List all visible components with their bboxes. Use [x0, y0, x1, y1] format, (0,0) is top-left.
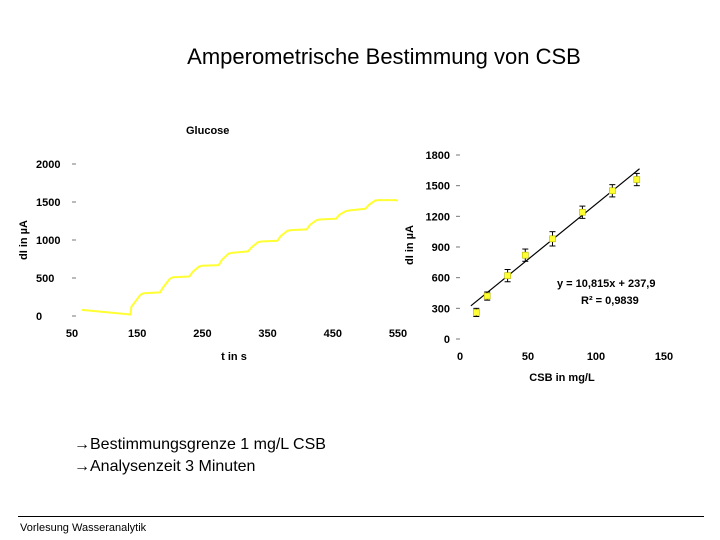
calibration-y-tick-label: 0	[444, 334, 450, 346]
calibration-y-tick-label: 1500	[426, 181, 450, 193]
calibration-point	[609, 187, 616, 195]
calibration-point	[633, 176, 641, 183]
bullet-analysis-time: →Analysenzeit 3 Minuten	[74, 458, 256, 475]
bullet-detection-limit: →Bestimmungsgrenze 1 mg/L CSB	[74, 436, 326, 453]
calibration-x-tick-label: 100	[587, 351, 605, 363]
calibration-x-axis-label: CSB in mg/L	[529, 372, 595, 384]
glucose-x-tick-label: 250	[193, 328, 211, 340]
calibration-y-tick-label: 300	[432, 303, 450, 315]
calibration-point	[473, 309, 480, 316]
slide-title: Amperometrische Bestimmung von CSB	[187, 44, 581, 69]
glucose-y-tick-label: 1000	[36, 235, 60, 247]
calibration-y-tick-label: 600	[432, 273, 450, 285]
calibration-y-tick-label: 900	[432, 242, 450, 254]
glucose-x-axis-label: t in s	[221, 351, 247, 363]
glucose-y-tick-label: 1500	[36, 197, 60, 209]
glucose-y-axis-label: dI in µA	[18, 220, 30, 260]
glucose-y-tick-label: 500	[36, 273, 54, 285]
glucose-chart: Glucose dI in µA t in s 0 500 1000 1500 2000…	[18, 125, 407, 363]
regression-equation: y = 10,815x + 237,9	[557, 278, 655, 290]
glucose-x-tick-label: 350	[258, 328, 276, 340]
calibration-point	[579, 208, 586, 216]
glucose-y-tick-label: 0	[36, 311, 42, 323]
calibration-point	[483, 292, 491, 300]
glucose-marks: 0 500 1000 1500 2000 50 150 250 350 450 550	[36, 159, 407, 340]
regression-r2: R² = 0,9839	[581, 295, 639, 307]
calibration-point	[504, 272, 511, 279]
calibration-y-tick-label: 1800	[426, 150, 450, 162]
glucose-x-tick-label: 450	[324, 328, 342, 340]
calibration-x-tick-label: 50	[522, 351, 534, 363]
calibration-x-tick-label: 0	[457, 351, 463, 363]
calibration-y-tick-label: 1200	[426, 211, 450, 223]
glucose-x-tick-label: 150	[128, 328, 146, 340]
calibration-x-tick-label: 150	[655, 351, 673, 363]
calibration-chart: dI in µA CSB in mg/L y = 10,815x + 237,9…	[404, 150, 673, 384]
glucose-x-tick-label: 550	[389, 328, 407, 340]
calibration-y-axis-label: dI in µA	[404, 225, 416, 265]
calibration-point	[549, 235, 556, 243]
glucose-y-tick-label: 2000	[36, 159, 60, 171]
glucose-x-tick-label: 50	[66, 328, 78, 340]
footer-text: Vorlesung Wasseranalytik	[20, 522, 147, 534]
footer-divider	[18, 516, 704, 517]
bullet-list: →Bestimmungsgrenze 1 mg/L CSB →Analysenz…	[74, 434, 326, 478]
calibration-marks: 0 300 600 900 1200 1500 1800 0 50 100 150	[426, 150, 674, 363]
calibration-point	[521, 251, 529, 259]
glucose-chart-title: Glucose	[186, 125, 229, 137]
glucose-series-line	[81, 199, 399, 316]
